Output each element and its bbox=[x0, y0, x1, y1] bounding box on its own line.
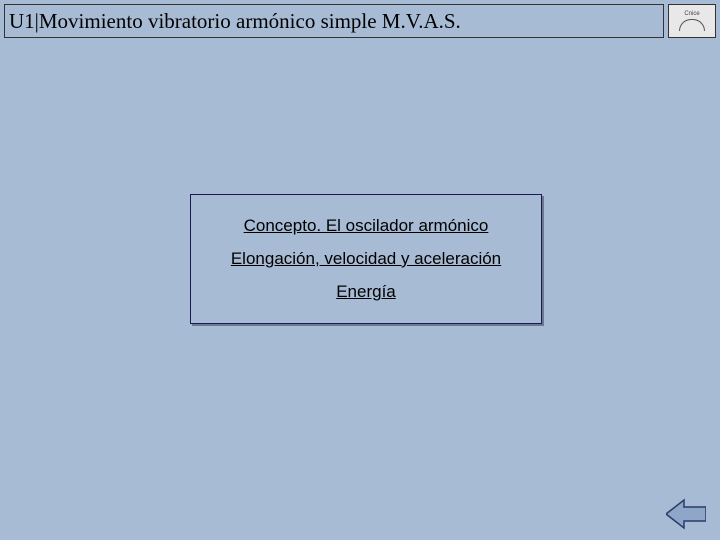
content-box: Concepto. El oscilador armónico Elongaci… bbox=[190, 194, 542, 324]
back-arrow-button[interactable] bbox=[666, 498, 706, 530]
page-title: U1|Movimiento vibratorio armónico simple… bbox=[9, 9, 461, 34]
arrow-shape bbox=[666, 500, 706, 528]
content-link-energia[interactable]: Energía bbox=[336, 282, 396, 302]
logo-arc-icon bbox=[679, 19, 705, 31]
arrow-left-icon bbox=[666, 498, 706, 530]
content-link-concepto[interactable]: Concepto. El oscilador armónico bbox=[244, 216, 489, 236]
header-bar: U1|Movimiento vibratorio armónico simple… bbox=[4, 4, 664, 38]
logo-label: Cnice bbox=[684, 11, 699, 17]
logo-box: Cnice bbox=[668, 4, 716, 38]
content-link-elongacion[interactable]: Elongación, velocidad y aceleración bbox=[231, 249, 501, 269]
